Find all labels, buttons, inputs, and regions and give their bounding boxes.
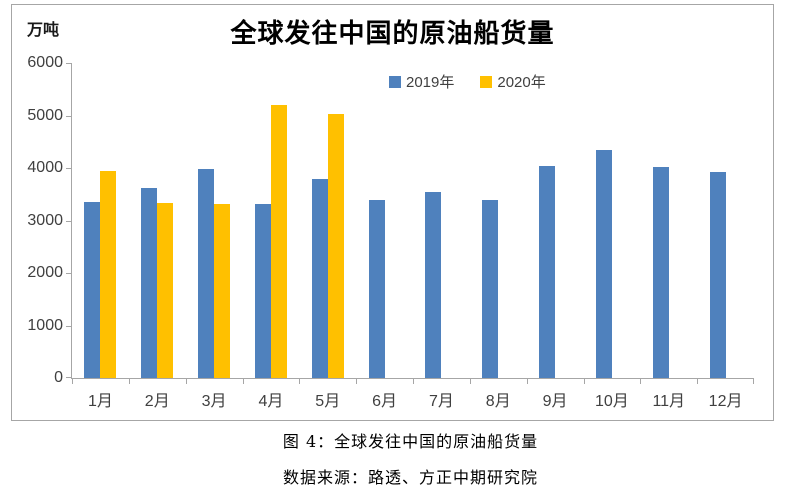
- x-axis-tick: [640, 378, 642, 384]
- figure-caption: 图 4：全球发往中国的原油船货量 数据来源：路透、方正中期研究院: [34, 428, 787, 500]
- y-axis-tick: [66, 377, 72, 378]
- y-axis-tick: [66, 168, 72, 169]
- y-axis-tick: [66, 220, 72, 222]
- y-axis-tick-label: 0: [54, 369, 63, 386]
- figure-caption-source: 数据来源：路透、方正中期研究院: [282, 468, 538, 487]
- x-axis-tick: [469, 378, 471, 384]
- chart-frame: 万吨 全球发往中国的原油船货量 2019年 2020年 0 1000 2000 300…: [11, 4, 774, 421]
- x-axis-tick: [185, 378, 187, 384]
- bar-2019年-1月: [84, 202, 101, 378]
- y-axis-tick-label: 5000: [27, 106, 63, 124]
- bar-2019年-3月: [198, 169, 215, 378]
- x-axis-tick: [753, 378, 754, 384]
- bar-2019年-4月: [254, 204, 271, 378]
- y-axis-tick-label: 6000: [27, 54, 63, 71]
- bar-2019年-10月: [595, 150, 612, 378]
- y-axis-tick: [66, 273, 72, 274]
- x-axis-tick: [413, 378, 414, 384]
- y-axis-tick-label: 3000: [27, 211, 63, 229]
- x-axis-tick: [128, 378, 130, 384]
- x-axis-tick: [299, 378, 301, 384]
- x-axis-tick: [72, 378, 73, 384]
- y-axis-tick: [66, 63, 72, 64]
- x-axis-label-12月: 12月: [708, 393, 743, 410]
- x-axis-label-9月: 9月: [542, 393, 568, 410]
- legend-swatch-2020-icon: [480, 75, 493, 88]
- x-axis-label-10月: 10月: [595, 393, 629, 410]
- bar-2019年-8月: [482, 200, 499, 378]
- y-axis-tick-label: 2000: [27, 264, 63, 281]
- bar-2019年-9月: [539, 166, 556, 378]
- x-axis-label-4月: 4月: [258, 393, 284, 410]
- y-axis-tick-label: 1000: [27, 316, 63, 334]
- y-axis-unit-label: 万吨: [27, 20, 60, 39]
- bar-2019年-12月: [709, 171, 726, 378]
- x-axis-label-1月: 1月: [87, 393, 113, 410]
- x-axis-label-6月: 6月: [372, 393, 398, 410]
- x-axis-label-5月: 5月: [315, 393, 341, 410]
- x-axis-label-8月: 8月: [485, 393, 511, 410]
- plot-area: 0 1000 2000 3000 4000 5000 6000 1月 2月 3月 4月 5月 6月 7月 8…: [27, 54, 754, 410]
- figure-caption-title: 图 4：全球发往中国的原油船货量: [282, 432, 539, 451]
- legend-item-2020: 2020年: [480, 71, 546, 92]
- legend-swatch-2019-icon: [389, 75, 401, 88]
- y-axis-tick-label: 4000: [27, 159, 63, 176]
- bar-2020年-3月: [214, 204, 231, 378]
- bar-2020年-1月: [100, 171, 117, 378]
- y-axis-tick: [66, 115, 72, 117]
- x-axis-tick: [242, 378, 244, 384]
- x-axis-tick: [356, 378, 358, 384]
- bar-2019年-6月: [368, 199, 385, 378]
- bar-2019年-11月: [652, 166, 669, 378]
- bar-2020年-5月: [327, 114, 344, 378]
- y-axis-tick: [66, 325, 72, 327]
- bar-2019年-2月: [141, 188, 158, 378]
- x-axis-label-3月: 3月: [201, 393, 227, 410]
- legend-label-2020: 2020年: [497, 74, 546, 91]
- legend-item-2019: 2019年: [389, 71, 454, 92]
- chart-title: 全球发往中国的原油船货量: [230, 19, 555, 49]
- bar-2019年-5月: [311, 179, 328, 378]
- bar-2019年-7月: [425, 192, 442, 378]
- x-axis-tick: [526, 378, 528, 384]
- x-axis-tick: [697, 378, 699, 384]
- x-axis-label-11月: 11月: [652, 393, 686, 410]
- chart-legend: 2019年 2020年: [389, 71, 546, 92]
- bar-2020年-4月: [270, 105, 287, 378]
- legend-label-2019: 2019年: [406, 74, 455, 91]
- x-axis-tick: [583, 378, 585, 384]
- x-axis-label-7月: 7月: [428, 393, 454, 410]
- x-axis-label-2月: 2月: [144, 393, 170, 410]
- bar-2020年-2月: [157, 203, 174, 378]
